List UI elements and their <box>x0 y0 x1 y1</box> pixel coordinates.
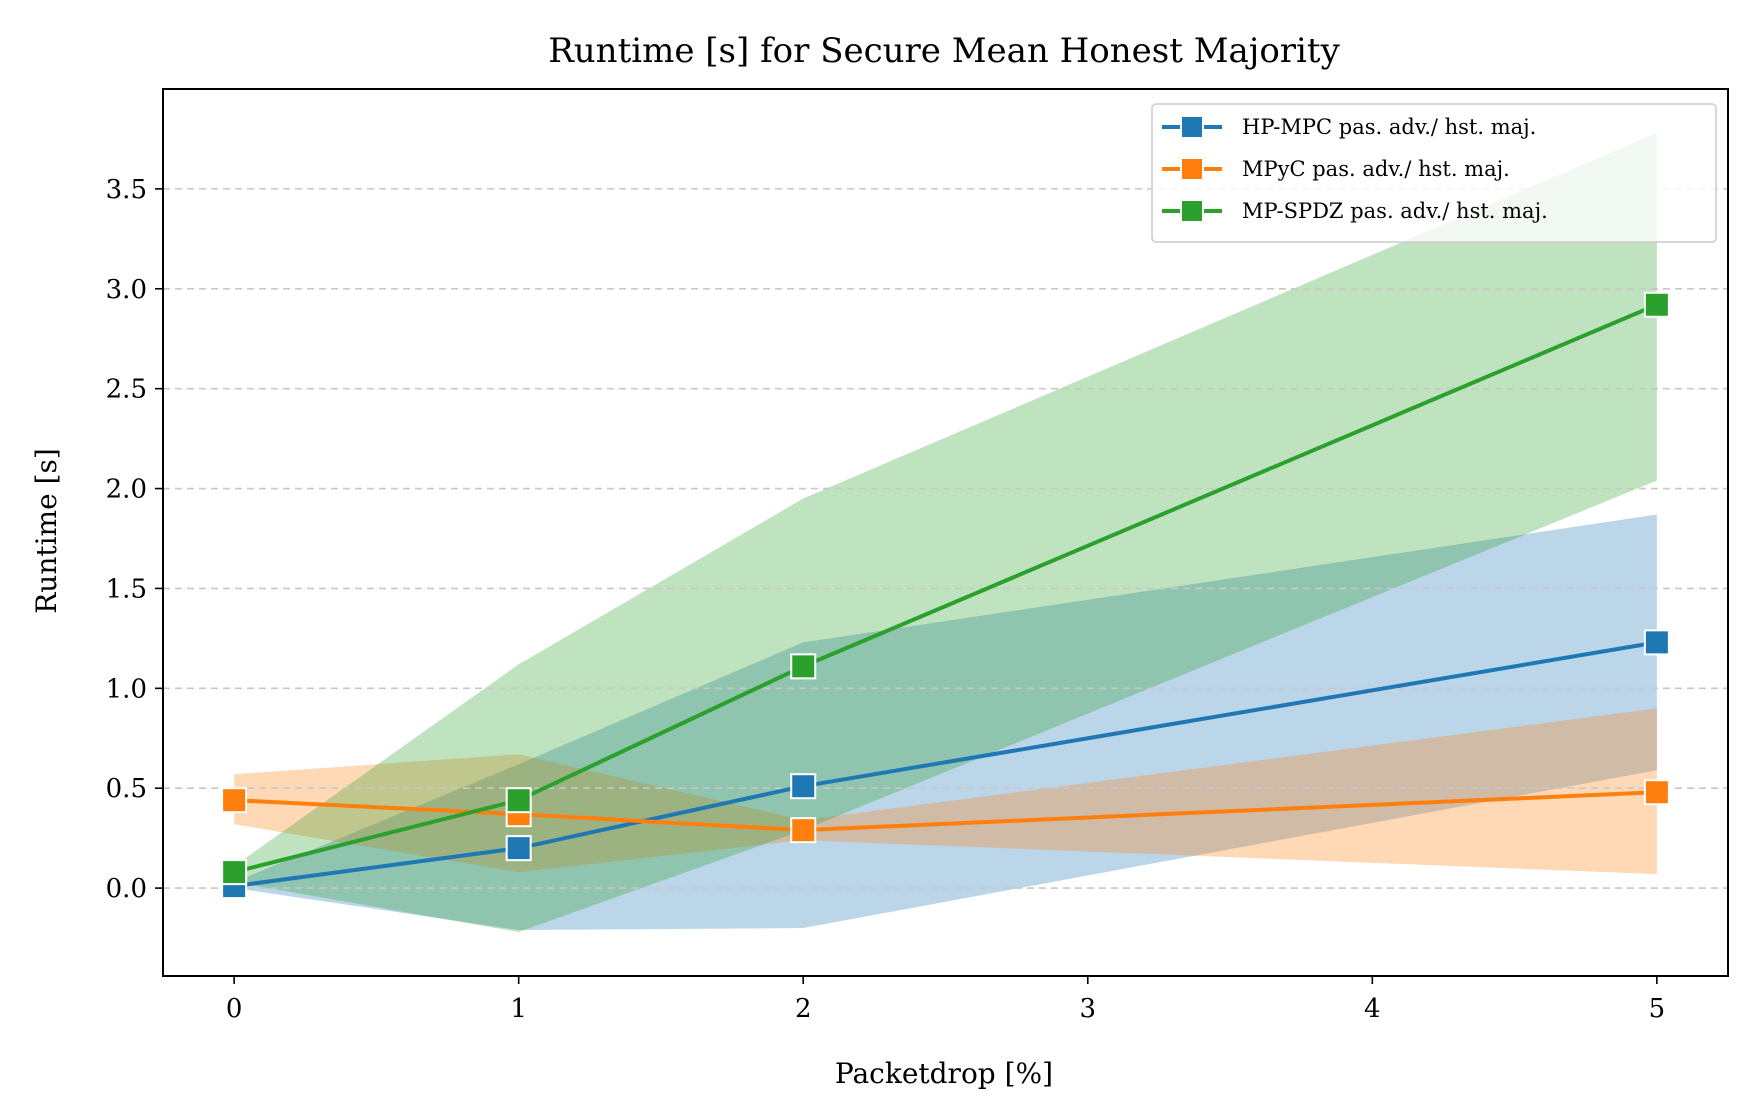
x-tick-label-2: 2 <box>795 994 812 1024</box>
x-axis-ticks: 0 1 2 3 4 5 <box>226 976 1665 1024</box>
marker-series-2-point-1 <box>505 787 532 814</box>
y-tick-label-7: 3.5 <box>106 175 147 205</box>
x-tick-label-1: 1 <box>510 994 527 1024</box>
x-tick-label-4: 4 <box>1364 994 1381 1024</box>
marker-series-1-point-0 <box>221 787 248 814</box>
chart-title: Runtime [s] for Secure Mean Honest Major… <box>548 31 1340 71</box>
legend-label-1: MPyC pas. adv./ hst. maj. <box>1242 157 1510 181</box>
series-lines <box>233 302 1658 889</box>
legend-box <box>1151 103 1717 243</box>
y-tick-label-3: 1.5 <box>106 574 147 604</box>
marker-series-1-point-3 <box>1643 779 1670 806</box>
marker-series-0-point-1 <box>505 835 532 862</box>
y-tick-label-4: 2.0 <box>106 475 147 505</box>
legend-marker-2 <box>1180 199 1204 223</box>
series-line-0 <box>233 640 1658 889</box>
legend-marker-1 <box>1180 157 1204 181</box>
y-axis-ticks: 0.0 0.5 1.0 1.5 2.0 2.5 3.0 3.5 <box>106 175 163 904</box>
x-axis-label: Packetdrop [%] <box>835 1057 1053 1090</box>
legend-label-2: MP-SPDZ pas. adv./ hst. maj. <box>1242 199 1548 223</box>
legend: HP-MPC pas. adv./ hst. maj. MPyC pas. adv… <box>1151 103 1717 243</box>
confidence-band-series-0 <box>234 514 1657 931</box>
legend-marker-0 <box>1180 115 1204 139</box>
confidence-band-series-2 <box>234 132 1657 933</box>
legend-label-0: HP-MPC pas. adv./ hst. maj. <box>1242 115 1536 139</box>
series-line-2 <box>233 302 1658 875</box>
marker-series-0-point-3 <box>1643 629 1670 656</box>
y-axis-label: Runtime [s] <box>30 448 63 614</box>
marker-series-2-point-2 <box>790 653 817 680</box>
x-tick-label-0: 0 <box>226 994 243 1024</box>
marker-series-2-point-3 <box>1643 291 1670 318</box>
series-markers <box>221 291 1670 900</box>
grid-lines <box>163 188 1728 889</box>
x-tick-label-3: 3 <box>1079 994 1096 1024</box>
series-line-1 <box>234 790 1657 833</box>
y-tick-label-5: 2.5 <box>106 375 147 405</box>
plot-area-frame <box>162 88 1729 977</box>
marker-series-0-point-2 <box>790 773 817 800</box>
y-tick-label-1: 0.5 <box>106 774 147 804</box>
marker-series-2-point-0 <box>221 859 248 886</box>
marker-series-1-point-2 <box>790 817 817 844</box>
y-tick-label-2: 1.0 <box>106 674 147 704</box>
x-tick-label-5: 5 <box>1649 994 1666 1024</box>
y-tick-label-6: 3.0 <box>106 275 147 305</box>
y-tick-label-0: 0.0 <box>106 874 147 904</box>
